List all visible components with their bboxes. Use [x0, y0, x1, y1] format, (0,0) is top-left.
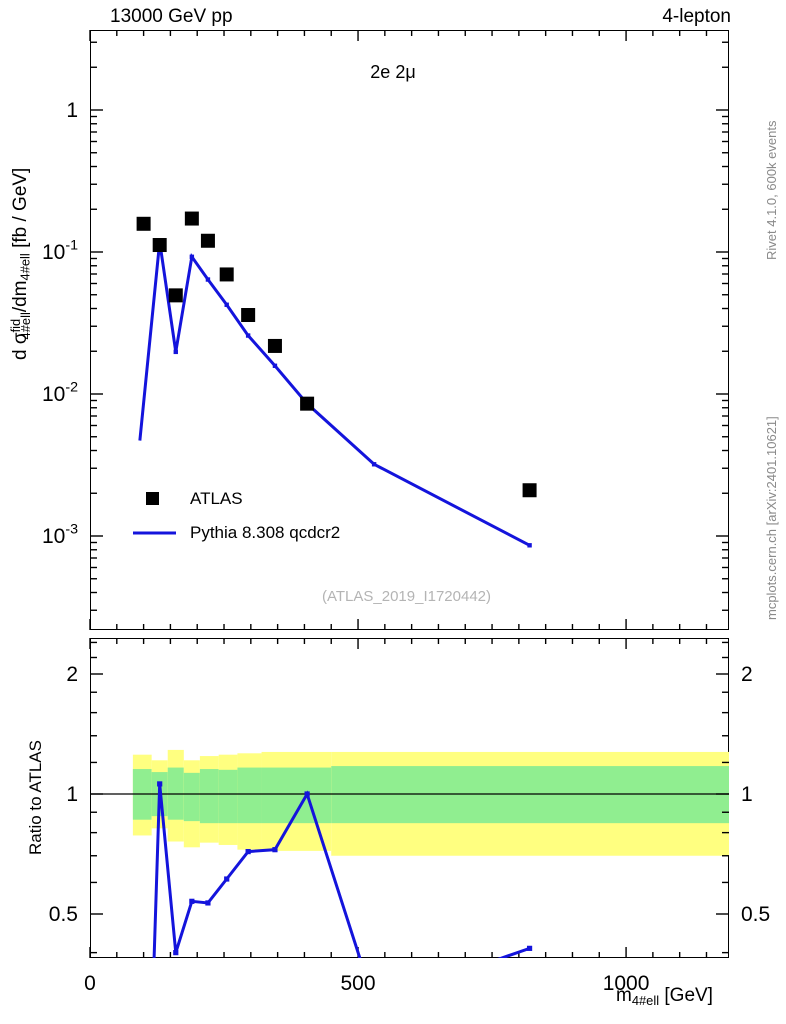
band-inner — [218, 769, 238, 824]
mc-ratio-point — [245, 848, 251, 855]
y-tick-label-main: 1 — [66, 99, 78, 122]
x-tick-label: 500 — [341, 972, 376, 995]
y-tick-label-ratio-right: 0.5 — [741, 903, 770, 926]
band-inner — [199, 769, 219, 824]
atlas-data-point — [219, 267, 234, 282]
y-tick-label-ratio: 2 — [66, 663, 78, 686]
mc-ratio-point — [205, 900, 211, 906]
atlas-data-point — [200, 233, 215, 248]
header-channel-label: 4-lepton — [662, 6, 731, 27]
atlas-data-point — [168, 288, 183, 303]
mc-point — [224, 302, 229, 307]
mc-point — [173, 349, 178, 355]
mc-point — [245, 333, 251, 338]
mc-point — [527, 543, 532, 548]
x-tick-label: 0 — [84, 972, 96, 995]
atlas-data-point — [241, 308, 256, 323]
y-tick-label-ratio: 0.5 — [49, 903, 78, 926]
atlas-data-point — [136, 216, 151, 231]
mc-point — [205, 277, 211, 282]
mc-ratio-point — [157, 781, 163, 787]
band-inner — [237, 767, 262, 824]
mc-ratio-point — [526, 945, 533, 951]
mc-point — [189, 254, 195, 260]
y-tick-label-ratio-right: 1 — [741, 783, 753, 806]
y-tick-label-main: 10-3 — [42, 522, 78, 548]
header-beam-label: 13000 GeV pp — [110, 6, 233, 27]
x-axis-label: m4#ell [GeV] — [616, 985, 713, 1008]
uncertainty-bands — [132, 749, 729, 856]
atlas-data-point — [267, 338, 282, 353]
band-inner — [331, 766, 729, 824]
mc-ratio-point — [173, 950, 179, 956]
mc-ratio-point — [304, 791, 310, 797]
mc-ratio-point — [189, 898, 195, 904]
mc-ratio-point — [224, 876, 230, 882]
y-tick-label-main: 10-2 — [42, 380, 78, 406]
mc-ratio-point — [272, 847, 278, 853]
atlas-data-point — [152, 238, 167, 253]
y-tick-label-main: 10-1 — [42, 238, 78, 264]
analysis-watermark: (ATLAS_2019_I1720442) — [322, 588, 492, 605]
x-tick-label: 1000 — [603, 972, 650, 995]
atlas-data-point — [522, 483, 537, 498]
mc-point — [272, 363, 278, 368]
legend-label-atlas: ATLAS — [190, 489, 243, 508]
atlas-data-point — [184, 211, 199, 226]
band-inner — [183, 772, 200, 822]
atlas-data-point — [300, 396, 315, 411]
page-title: 2e 2μ — [370, 62, 416, 82]
legend-marker-square — [146, 492, 159, 505]
mc-point — [371, 462, 377, 467]
y-tick-label-ratio: 1 — [66, 783, 78, 806]
y-tick-label-ratio-right: 2 — [741, 663, 753, 686]
main-plot-frame — [90, 30, 729, 630]
legend-label-pythia: Pythia 8.308 qcdcr2 — [190, 523, 341, 542]
